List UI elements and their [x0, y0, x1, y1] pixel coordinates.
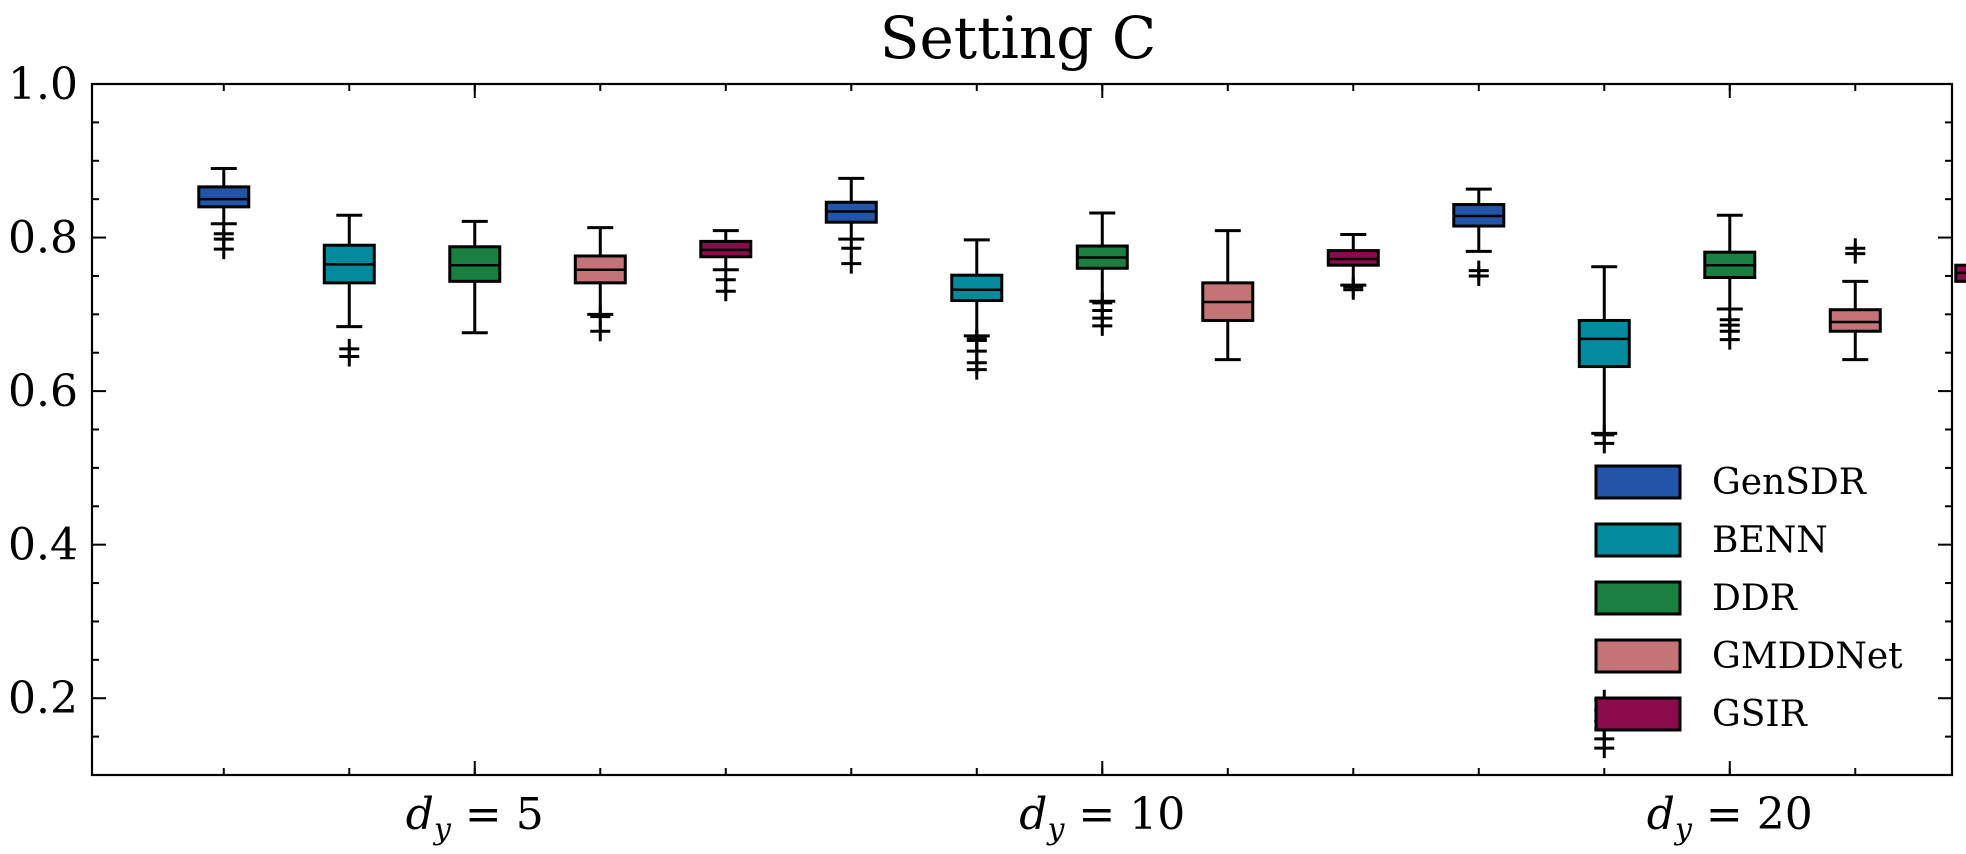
box-BENN-2 — [950, 238, 1004, 380]
box-DDR-1 — [448, 219, 502, 335]
box-DDR-3 — [1703, 213, 1757, 350]
box-GMDDNet-3 — [1828, 238, 1882, 362]
flier-marker — [715, 281, 736, 302]
legend-swatch-GenSDR — [1594, 464, 1682, 500]
box-GSIR-2 — [1326, 232, 1380, 300]
box-GSIR-1 — [699, 229, 753, 302]
y-tick-label: 0.8 — [8, 213, 78, 264]
flier-marker — [339, 346, 360, 367]
legend-swatch-GSIR — [1594, 696, 1682, 732]
flier-marker — [1468, 265, 1489, 286]
flier-marker — [1594, 738, 1615, 759]
plot-frame — [90, 82, 1954, 777]
chart-title: Setting C — [880, 4, 1157, 72]
y-tick-label: 0.6 — [8, 366, 78, 417]
box-GMDDNet-1 — [573, 226, 627, 342]
flier-marker — [1845, 243, 1866, 264]
flier-marker — [1719, 329, 1740, 350]
box-iqr — [1828, 308, 1882, 333]
box-GenSDR-1 — [197, 166, 251, 260]
flier-marker — [590, 321, 611, 342]
box-iqr — [950, 273, 1004, 303]
legend-label-DDR: DDR — [1712, 578, 1798, 619]
legend-swatch-DDR — [1594, 580, 1682, 616]
box-DDR-2 — [1075, 211, 1129, 336]
legend-swatch-GMDDNet — [1594, 638, 1682, 674]
y-tick-label: 0.4 — [8, 520, 78, 571]
box-BENN-3 — [1577, 265, 1631, 759]
legend-swatch-BENN — [1594, 522, 1682, 558]
legend-label-GMDDNet: GMDDNet — [1712, 636, 1903, 677]
legend-label-BENN: BENN — [1712, 520, 1828, 561]
box-GenSDR-3 — [1452, 187, 1506, 286]
legend-label-GenSDR: GenSDR — [1712, 462, 1867, 503]
box-iqr — [1577, 318, 1631, 369]
box-GMDDNet-2 — [1201, 229, 1255, 362]
flier-marker — [841, 253, 862, 274]
x-tick-label: dy = 20 — [1647, 789, 1813, 847]
flier-marker — [966, 359, 987, 380]
x-tick-label: dy = 5 — [406, 789, 544, 847]
x-tick-label: dy = 10 — [1019, 789, 1185, 847]
box-BENN-1 — [322, 213, 376, 367]
box-GSIR-3 — [1954, 263, 1966, 283]
y-tick-label: 0.2 — [8, 673, 78, 724]
legend-label-GSIR: GSIR — [1712, 694, 1808, 735]
flier-marker — [1343, 279, 1364, 300]
box-iqr — [197, 185, 251, 209]
box-GenSDR-2 — [824, 176, 878, 274]
flier-marker — [1092, 315, 1113, 336]
y-tick-label: 1.0 — [8, 59, 78, 110]
flier-marker — [213, 239, 234, 260]
flier-marker — [1594, 433, 1615, 454]
